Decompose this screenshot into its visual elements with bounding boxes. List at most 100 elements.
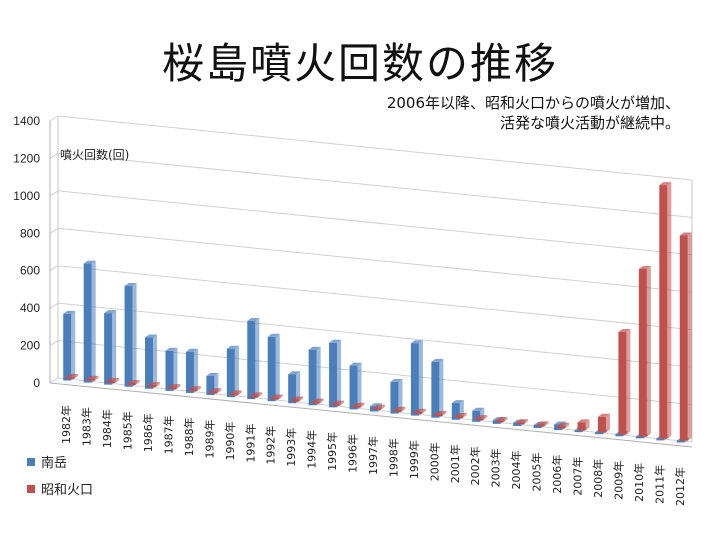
x-tick-label: 2012年 [673, 467, 687, 506]
gridlines [49, 115, 693, 448]
x-tick-label: 2002年 [468, 446, 482, 485]
bar-face [451, 403, 460, 420]
bar-face [291, 399, 300, 402]
x-tick-label: 2006年 [550, 455, 564, 494]
bar-side [585, 419, 590, 431]
y-tick-label: 1400 [13, 114, 40, 128]
bar-face [516, 422, 525, 425]
x-tick-label: 2001年 [448, 444, 462, 483]
bar-face [434, 413, 443, 416]
bar-side [381, 404, 385, 410]
x-tick-label: 1994年 [305, 430, 319, 469]
gridline-side [49, 153, 59, 159]
bar-face [393, 409, 402, 412]
bar-showa [352, 402, 365, 408]
bar-side [132, 283, 137, 387]
bar-showa [270, 394, 283, 400]
bar-face [413, 411, 422, 414]
chart-title: 桜島噴火回数の推移 [161, 39, 558, 88]
bar-side [135, 380, 140, 386]
gridline-side [49, 115, 59, 122]
bar-face [513, 422, 522, 426]
bar-face [332, 403, 341, 406]
bar-minamidake [83, 260, 96, 383]
bar-face [209, 391, 218, 394]
bar-face [83, 263, 92, 383]
legend-label-showa: 昭和火口 [41, 483, 94, 498]
gridline-side [49, 190, 59, 197]
gridline-side [49, 227, 59, 234]
bar-face [431, 361, 440, 418]
bar-minamidake [349, 362, 362, 410]
bar-face [185, 351, 194, 393]
bar-face [533, 425, 542, 429]
bar-face [226, 348, 235, 398]
bar-side [503, 417, 508, 423]
y-tick-label: 1000 [13, 189, 40, 203]
bar-face [577, 422, 586, 431]
x-tick-label: 2007年 [571, 457, 585, 496]
bar-showa [311, 398, 324, 404]
bar-face [168, 387, 177, 390]
bar-face [86, 378, 95, 381]
x-tick-label: 2010年 [632, 463, 646, 502]
x-tick-label: 1993年 [284, 428, 298, 467]
bar-side [193, 348, 198, 393]
bar-face [165, 350, 174, 391]
bar-showa [291, 396, 304, 402]
x-tick-label: 1986年 [141, 413, 155, 452]
bar-side [667, 182, 672, 439]
bar-face [495, 420, 504, 423]
bar-side [115, 377, 120, 383]
bar-side [646, 265, 651, 437]
x-tick-label: 1982年 [59, 405, 73, 444]
y-axis: 0 200 400 600 800 1000 1200 1400 [13, 114, 40, 390]
bar-showa [638, 265, 651, 437]
bar-minamidake [431, 358, 444, 418]
bar-showa [475, 415, 488, 421]
y-tick-label: 800 [20, 226, 40, 240]
bar-minamidake [124, 283, 137, 387]
gridline [57, 302, 693, 368]
annotation-line-1: 2006年以降、昭和火口からの噴火が増加、 [386, 94, 680, 112]
bar-side [316, 346, 321, 406]
legend-item-showa: 昭和火口 [27, 479, 93, 498]
x-tick-label: 1983年 [80, 407, 94, 446]
gridline-side [49, 265, 59, 272]
gridline-side [49, 340, 59, 346]
bar-minamidake [145, 334, 158, 389]
bar-face [475, 418, 484, 421]
bar-face [659, 185, 668, 439]
bar-face [247, 320, 256, 400]
bar-series [63, 182, 692, 443]
bar-face [676, 440, 685, 443]
bar-face [615, 434, 624, 437]
bar-minamidake [185, 348, 198, 393]
bar-face [635, 436, 644, 439]
bar-face [148, 385, 157, 388]
bar-showa [597, 413, 610, 433]
bar-side [418, 340, 423, 416]
y-tick-label: 400 [20, 301, 40, 315]
bar-side [196, 386, 201, 392]
legend-label-minamidake: 南岳 [41, 456, 68, 471]
bar-minamidake [165, 347, 178, 391]
x-tick-label: 1997年 [366, 436, 380, 475]
bar-side [258, 392, 263, 398]
bar-face [679, 235, 688, 441]
bar-face [250, 395, 259, 398]
bar-face [373, 407, 381, 410]
bar-side [544, 421, 549, 427]
x-tick-label: 1995年 [325, 432, 339, 471]
bar-face [472, 410, 481, 422]
bar-side [176, 384, 181, 390]
bar-side [524, 419, 529, 425]
bar-side [278, 394, 283, 400]
bar-showa [168, 384, 181, 390]
bar-showa [373, 404, 385, 410]
bar-showa [516, 419, 529, 425]
bar-side [605, 413, 610, 433]
gridline-side [49, 377, 59, 384]
legend-swatch-showa [27, 485, 35, 493]
bar-side [360, 402, 365, 408]
